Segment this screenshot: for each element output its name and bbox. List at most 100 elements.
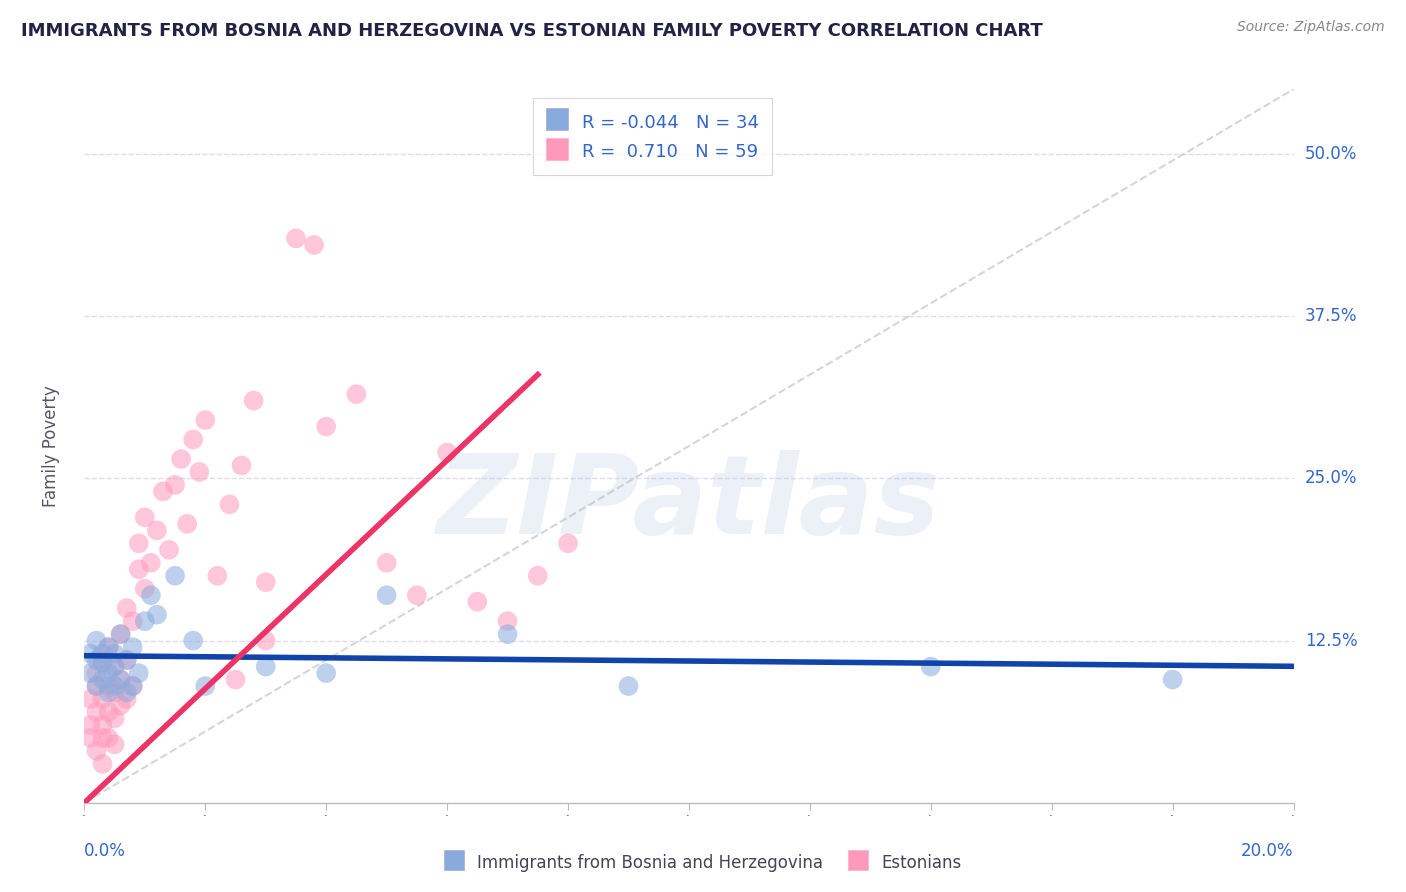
Point — [375, 556, 398, 570]
Point — [157, 542, 180, 557]
Point — [181, 433, 204, 447]
Point — [218, 497, 240, 511]
Text: 37.5%: 37.5% — [1305, 307, 1357, 326]
Point — [121, 614, 143, 628]
Point — [115, 653, 138, 667]
Text: ZIPatlas: ZIPatlas — [437, 450, 941, 557]
Point — [86, 705, 108, 719]
Point — [128, 536, 150, 550]
Point — [91, 673, 114, 687]
Point — [139, 556, 162, 570]
Point — [104, 659, 127, 673]
Point — [104, 738, 127, 752]
Text: 0.0%: 0.0% — [84, 842, 127, 860]
Text: 50.0%: 50.0% — [1305, 145, 1357, 163]
Point — [128, 666, 150, 681]
Point — [134, 582, 156, 596]
Point — [97, 731, 120, 745]
Point — [115, 685, 138, 699]
Point — [121, 679, 143, 693]
Point — [242, 393, 264, 408]
Point — [121, 640, 143, 654]
Text: Source: ZipAtlas.com: Source: ZipAtlas.com — [1237, 20, 1385, 34]
Point — [97, 640, 120, 654]
Legend: Immigrants from Bosnia and Herzegovina, Estonians: Immigrants from Bosnia and Herzegovina, … — [437, 846, 969, 880]
Point — [91, 731, 114, 745]
Point — [920, 659, 942, 673]
Point — [375, 588, 398, 602]
Point — [496, 614, 519, 628]
Point — [617, 679, 640, 693]
Point — [165, 478, 187, 492]
Point — [346, 387, 368, 401]
Point — [79, 666, 101, 681]
Point — [315, 419, 337, 434]
Point — [152, 484, 174, 499]
Point — [139, 588, 162, 602]
Text: 12.5%: 12.5% — [1305, 632, 1357, 649]
Point — [527, 568, 550, 582]
Point — [97, 705, 120, 719]
Point — [188, 465, 211, 479]
Point — [110, 627, 132, 641]
Text: 25.0%: 25.0% — [1305, 469, 1357, 487]
Point — [86, 633, 108, 648]
Point — [86, 666, 108, 681]
Point — [176, 516, 198, 531]
Point — [91, 756, 114, 771]
Text: IMMIGRANTS FROM BOSNIA AND HERZEGOVINA VS ESTONIAN FAMILY POVERTY CORRELATION CH: IMMIGRANTS FROM BOSNIA AND HERZEGOVINA V… — [21, 22, 1043, 40]
Point — [110, 673, 132, 687]
Point — [110, 698, 132, 713]
Point — [79, 692, 101, 706]
Point — [225, 673, 247, 687]
Point — [181, 633, 204, 648]
Point — [134, 614, 156, 628]
Point — [104, 647, 127, 661]
Point — [86, 679, 108, 693]
Point — [128, 562, 150, 576]
Text: 20.0%: 20.0% — [1241, 842, 1294, 860]
Point — [91, 656, 114, 670]
Point — [254, 633, 277, 648]
Point — [104, 679, 127, 693]
Point — [496, 627, 519, 641]
Point — [86, 653, 108, 667]
Text: Family Poverty: Family Poverty — [42, 385, 59, 507]
Point — [207, 568, 229, 582]
Point — [254, 575, 277, 590]
Point — [104, 685, 127, 699]
Point — [194, 679, 217, 693]
Point — [557, 536, 579, 550]
Point — [165, 568, 187, 582]
Point — [467, 595, 489, 609]
Point — [436, 445, 458, 459]
Point — [315, 666, 337, 681]
Point — [134, 510, 156, 524]
Point — [170, 452, 193, 467]
Point — [115, 653, 138, 667]
Point — [231, 458, 253, 473]
Point — [121, 679, 143, 693]
Point — [1161, 673, 1184, 687]
Point — [91, 692, 114, 706]
Point — [302, 238, 325, 252]
Point — [91, 718, 114, 732]
Point — [285, 231, 308, 245]
Point — [115, 692, 138, 706]
Point — [194, 413, 217, 427]
Point — [79, 731, 101, 745]
Point — [146, 607, 169, 622]
Point — [86, 679, 108, 693]
Point — [91, 647, 114, 661]
Point — [86, 744, 108, 758]
Point — [97, 666, 120, 681]
Point — [79, 647, 101, 661]
Point — [104, 711, 127, 725]
Point — [104, 659, 127, 673]
Point — [115, 601, 138, 615]
Point — [97, 679, 120, 693]
Point — [110, 673, 132, 687]
Point — [146, 524, 169, 538]
Point — [79, 718, 101, 732]
Point — [406, 588, 429, 602]
